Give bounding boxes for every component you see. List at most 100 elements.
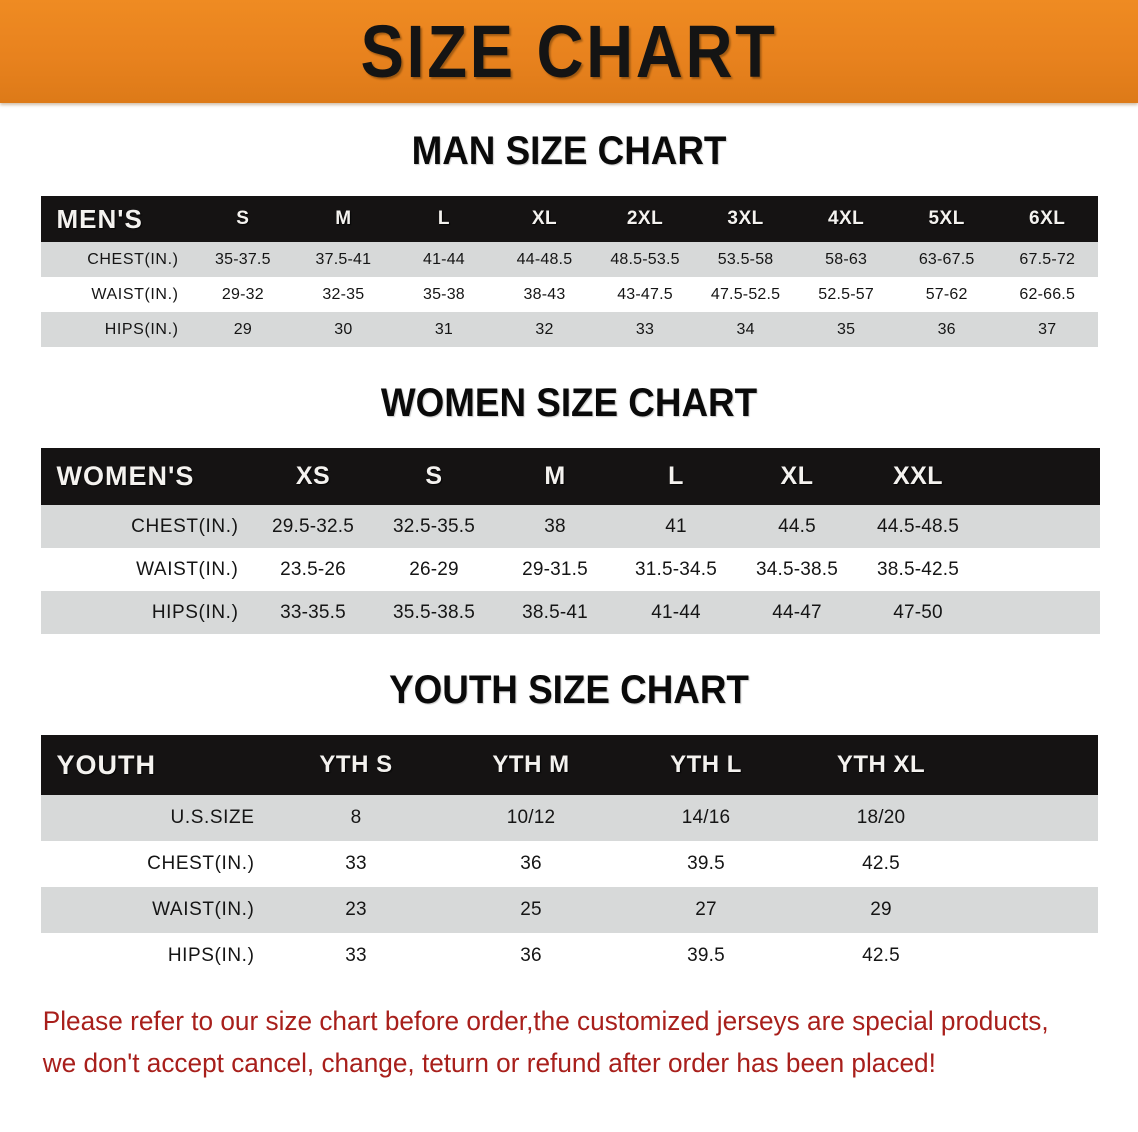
header-col-4xl: 4XL bbox=[827, 208, 865, 229]
cell: 53.5-58 bbox=[717, 250, 774, 268]
youth-size-table: YOUTH YTH S YTH M YTH L YTH XL U.S.SIZE … bbox=[40, 735, 1098, 979]
page-banner: SIZE CHART bbox=[0, 0, 1138, 103]
cell bbox=[969, 795, 1098, 841]
header-col-yth-s: YTH S bbox=[319, 751, 393, 778]
header-col-5xl: 5XL bbox=[928, 208, 965, 229]
table-row: U.S.SIZE 8 10/12 14/16 18/20 bbox=[40, 795, 1098, 841]
cell: 25 bbox=[520, 899, 542, 920]
cell: 47-50 bbox=[893, 601, 943, 623]
youth-size-table-wrapper: YOUTH YTH S YTH M YTH L YTH XL U.S.SIZE … bbox=[40, 735, 1098, 979]
cell: 26-29 bbox=[409, 558, 459, 580]
cell: 31.5-34.5 bbox=[634, 558, 718, 580]
header-corner-youth: YOUTH bbox=[56, 749, 156, 780]
cell: 44.5 bbox=[778, 515, 816, 537]
cell: 33-35.5 bbox=[280, 601, 346, 623]
cell: 33 bbox=[345, 945, 367, 966]
cell: 47.5-52.5 bbox=[710, 285, 781, 303]
cell bbox=[979, 505, 1100, 548]
row-label-us-size: U.S.SIZE bbox=[170, 807, 255, 828]
cell: 44-48.5 bbox=[516, 250, 573, 268]
cell: 37 bbox=[1038, 320, 1057, 338]
header-col-yth-l: YTH L bbox=[670, 751, 742, 778]
table-row: HIPS(IN.) 33 36 39.5 42.5 bbox=[40, 933, 1098, 979]
row-label-chest: CHEST(IN.) bbox=[131, 515, 239, 537]
cell bbox=[969, 887, 1098, 933]
cell: 44-47 bbox=[772, 601, 822, 623]
cell: 38.5-41 bbox=[522, 601, 588, 623]
table-row: WAIST(IN.) 29-32 32-35 35-38 38-43 43-47… bbox=[40, 277, 1098, 312]
header-col-6xl: 6XL bbox=[1029, 208, 1066, 229]
cell bbox=[969, 933, 1098, 979]
cell: 32 bbox=[535, 320, 554, 338]
cell: 29.5-32.5 bbox=[271, 515, 355, 537]
header-col-xs: XS bbox=[295, 462, 331, 490]
cell: 48.5-53.5 bbox=[610, 250, 680, 268]
policy-note-line-1: Please refer to our size chart before or… bbox=[42, 1006, 1049, 1036]
women-size-table-wrapper: WOMEN'S XS S M L XL XXL CHEST(IN.) 29.5-… bbox=[40, 448, 1100, 634]
cell: 29-31.5 bbox=[522, 558, 588, 580]
header-col-empty bbox=[979, 448, 1100, 505]
cell: 42.5 bbox=[862, 853, 900, 874]
cell: 41 bbox=[665, 515, 687, 537]
row-label-waist: WAIST(IN.) bbox=[91, 285, 179, 303]
policy-note: Please refer to our size chart before or… bbox=[35, 1001, 1071, 1085]
cell: 27 bbox=[695, 899, 717, 920]
table-row: WAIST(IN.) 23.5-26 26-29 29-31.5 31.5-34… bbox=[40, 548, 1100, 591]
cell: 44.5-48.5 bbox=[876, 515, 960, 537]
cell: 36 bbox=[520, 853, 542, 874]
cell: 58-63 bbox=[825, 250, 868, 268]
cell: 57-62 bbox=[925, 285, 968, 303]
cell: 29 bbox=[233, 320, 252, 338]
cell: 14/16 bbox=[681, 807, 731, 828]
table-row: CHEST(IN.) 35-37.5 37.5-41 41-44 44-48.5… bbox=[40, 242, 1098, 277]
cell: 41-44 bbox=[651, 601, 701, 623]
cell: 30 bbox=[334, 320, 353, 338]
header-col-l: L bbox=[437, 208, 450, 229]
header-col-2xl: 2XL bbox=[626, 208, 664, 229]
header-col-m: M bbox=[335, 208, 352, 229]
cell: 32.5-35.5 bbox=[392, 515, 476, 537]
cell: 35.5-38.5 bbox=[392, 601, 476, 623]
women-size-table: WOMEN'S XS S M L XL XXL CHEST(IN.) 29.5-… bbox=[40, 448, 1100, 634]
cell: 31 bbox=[434, 320, 454, 338]
cell: 8 bbox=[350, 807, 362, 828]
cell bbox=[979, 548, 1100, 591]
cell: 42.5 bbox=[862, 945, 900, 966]
table-row: HIPS(IN.) 33-35.5 35.5-38.5 38.5-41 41-4… bbox=[40, 591, 1100, 634]
page-title: SIZE CHART bbox=[360, 9, 778, 93]
cell: 29-32 bbox=[221, 285, 264, 303]
header-corner-womens: WOMEN'S bbox=[56, 461, 195, 491]
cell: 34 bbox=[736, 320, 755, 338]
cell: 35 bbox=[837, 320, 856, 338]
man-size-table: MEN'S S M L XL 2XL 3XL 4XL 5XL 6XL CHEST… bbox=[40, 196, 1098, 347]
table-row: WAIST(IN.) 23 25 27 29 bbox=[40, 887, 1098, 933]
row-label-hips: HIPS(IN.) bbox=[167, 945, 255, 966]
header-col-yth-xl: YTH XL bbox=[836, 751, 926, 778]
cell: 41-44 bbox=[422, 250, 465, 268]
header-col-m: M bbox=[544, 462, 566, 490]
row-label-hips: HIPS(IN.) bbox=[104, 320, 179, 338]
cell bbox=[979, 591, 1100, 634]
header-col-yth-m: YTH M bbox=[492, 751, 570, 778]
cell: 52.5-57 bbox=[818, 285, 874, 303]
header-col-l: L bbox=[668, 462, 684, 490]
cell bbox=[969, 841, 1098, 887]
cell: 32-35 bbox=[322, 285, 365, 303]
cell: 36 bbox=[520, 945, 542, 966]
cell: 39.5 bbox=[687, 853, 725, 874]
section-title-women: WOMEN SIZE CHART bbox=[380, 381, 758, 425]
row-label-chest: CHEST(IN.) bbox=[147, 853, 255, 874]
row-label-hips: HIPS(IN.) bbox=[151, 601, 239, 623]
cell: 33 bbox=[635, 320, 655, 338]
header-col-s: S bbox=[236, 208, 250, 229]
cell: 67.5-72 bbox=[1019, 250, 1076, 268]
cell: 38-43 bbox=[523, 285, 566, 303]
table-row: CHEST(IN.) 33 36 39.5 42.5 bbox=[40, 841, 1098, 887]
cell: 37.5-41 bbox=[315, 250, 372, 268]
row-label-waist: WAIST(IN.) bbox=[152, 899, 255, 920]
table-header-row: YOUTH YTH S YTH M YTH L YTH XL bbox=[40, 735, 1098, 795]
header-corner-mens: MEN'S bbox=[56, 203, 143, 234]
cell: 23 bbox=[345, 899, 367, 920]
cell: 33 bbox=[345, 853, 367, 874]
policy-note-line-2: we don't accept cancel, change, teturn o… bbox=[42, 1047, 936, 1078]
